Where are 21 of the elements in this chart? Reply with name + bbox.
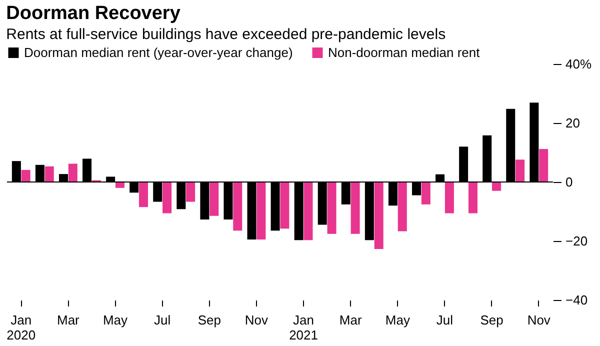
y-tick-label: −40	[566, 292, 588, 308]
x-tick-label: May	[102, 312, 128, 328]
x-tick-label: Mar	[56, 312, 80, 328]
chart-subtitle: Rents at full-service buildings have exceeded pre-pandemic levels	[6, 26, 446, 43]
y-tick-label: 40%	[566, 56, 592, 72]
y-tick-label: 0	[566, 174, 573, 190]
x-tick-label: May	[385, 312, 410, 328]
x-tick-label: Jul	[154, 312, 171, 328]
x-tick-label: Nov	[527, 312, 551, 328]
x-tick-label: Sep	[480, 312, 504, 328]
legend-label: Non-doorman median rent	[328, 44, 480, 60]
x-tick-label: Jul	[436, 312, 454, 328]
x-tick-label: Jan 2021	[289, 312, 318, 342]
x-tick-label: Mar	[339, 312, 362, 328]
x-tick-label: Jan 2020	[6, 312, 36, 342]
legend-label: Doorman median rent (year-over-year change)	[24, 44, 293, 60]
x-tick-label: Sep	[198, 312, 221, 328]
y-tick-label: 20	[566, 116, 580, 130]
x-tick-label: Nov	[244, 312, 269, 328]
chart-title: Doorman Recovery	[6, 3, 181, 24]
y-tick-label: −20	[566, 234, 588, 248]
